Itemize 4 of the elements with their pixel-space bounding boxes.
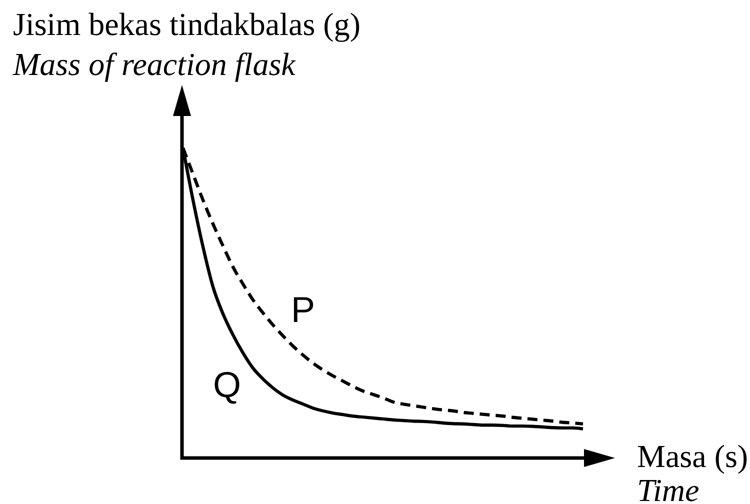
series-label: P	[290, 289, 316, 330]
x-axis-title: Masa (s) Time	[637, 438, 748, 504]
y-axis-title: Jisim bekas tindakbalas (g) Mass of reaction flask	[12, 6, 360, 82]
series-label: Q	[212, 364, 242, 405]
